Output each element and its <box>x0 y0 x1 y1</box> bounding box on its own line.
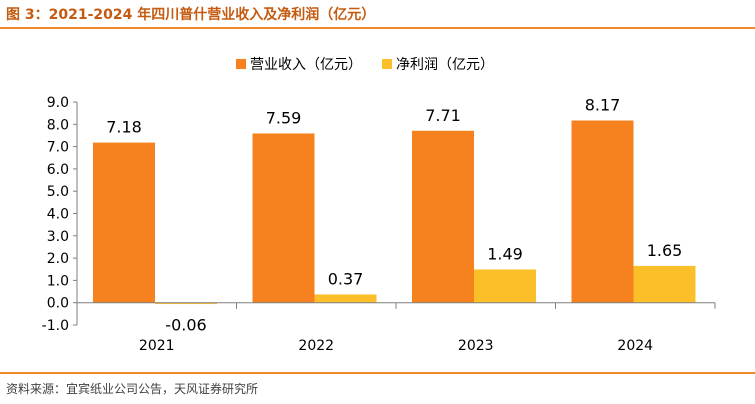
y-tick-label: 5.0 <box>47 184 69 200</box>
x-tick-label-2022: 2022 <box>298 338 334 354</box>
profit-bar-2024 <box>633 265 696 303</box>
y-tick-label: 4.0 <box>47 207 69 223</box>
top-rule <box>0 27 755 29</box>
profit-bar-2021 <box>155 302 217 305</box>
revenue-bar-2024 <box>571 120 634 303</box>
profit-bar-2022 <box>314 294 377 303</box>
legend-swatch-2 <box>382 59 392 69</box>
y-tick-label: 7.0 <box>47 140 69 156</box>
profit-value-2023: 1.49 <box>487 244 523 263</box>
y-tick-label: 8.0 <box>47 117 69 133</box>
data-labels: 7.18 -0.06 7.59 0.37 7.71 1.49 8.17 1.65 <box>106 96 682 335</box>
legend-label-1: 营业收入（亿元） <box>250 57 362 73</box>
y-tick-label: 2.0 <box>47 251 69 267</box>
source-note: 资料来源：宜宾纸业公司公告，天风证券研究所 <box>6 382 259 396</box>
x-tick-label-2024: 2024 <box>617 338 653 354</box>
y-tick-label: 0.0 <box>47 296 69 312</box>
revenue-bar-2021 <box>93 142 155 303</box>
y-tick-label: 6.0 <box>47 162 69 178</box>
y-tick-label: 1.0 <box>47 273 69 289</box>
x-tick-label-2023: 2023 <box>458 338 494 354</box>
revenue-value-2024: 8.17 <box>585 96 621 115</box>
legend-swatch-1 <box>236 59 246 69</box>
profit-value-2021: -0.06 <box>165 316 206 335</box>
y-axis: -1.0 0.0 1.0 2.0 3.0 4.0 5.0 6.0 7.0 8.0 9.0 <box>42 95 78 334</box>
y-tick-label: 3.0 <box>47 229 69 245</box>
profit-value-2024: 1.65 <box>647 241 683 260</box>
bars <box>93 120 696 305</box>
revenue-value-2023: 7.71 <box>425 106 461 125</box>
revenue-bar-2023 <box>412 130 474 303</box>
bottom-rule <box>0 372 755 374</box>
revenue-value-2021: 7.18 <box>106 118 142 137</box>
legend-label-2: 净利润（亿元） <box>396 57 494 73</box>
x-axis: 2021 2022 2023 2024 <box>76 302 716 354</box>
revenue-value-2022: 7.59 <box>266 108 302 127</box>
legend: 营业收入（亿元） 净利润（亿元） <box>236 57 494 73</box>
profit-value-2022: 0.37 <box>328 269 364 288</box>
figure-title: 图 3：2021-2024 年四川普什营业收入及净利润（亿元） <box>6 7 376 23</box>
y-tick-label: 9.0 <box>47 95 69 111</box>
bar-chart: 营业收入（亿元） 净利润（亿元） -1.0 0.0 1.0 2.0 3.0 4.0 5.0 6.… <box>42 57 716 354</box>
profit-bar-2023 <box>474 269 536 303</box>
revenue-bar-2022 <box>252 133 315 303</box>
y-tick-label: -1.0 <box>42 318 69 334</box>
x-tick-label-2021: 2021 <box>139 338 175 354</box>
